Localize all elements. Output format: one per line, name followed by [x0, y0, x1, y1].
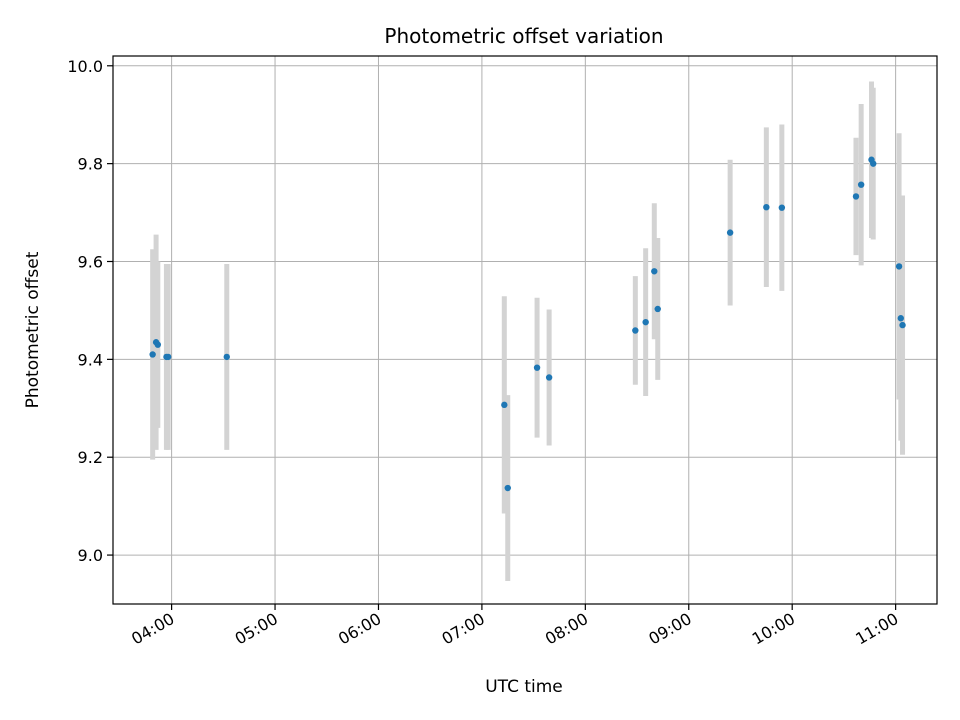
- data-point: [763, 203, 770, 211]
- data-points: [149, 156, 906, 492]
- data-point: [642, 318, 649, 326]
- data-point: [223, 353, 230, 361]
- x-tick-label: 06:00: [335, 609, 384, 649]
- y-tick-label: 9.4: [78, 350, 103, 369]
- data-point: [164, 353, 172, 361]
- data-point: [778, 204, 786, 211]
- chart-title: Photometric offset variation: [384, 24, 663, 48]
- x-tick-label: 08:00: [542, 609, 591, 649]
- y-axis-label: Photometric offset: [23, 251, 43, 408]
- data-point: [852, 193, 860, 200]
- data-point: [632, 327, 639, 334]
- data-point: [899, 321, 906, 329]
- errorbars: [150, 81, 906, 582]
- data-point: [895, 263, 903, 270]
- data-point: [545, 374, 553, 381]
- data-point: [533, 364, 541, 371]
- y-tick-label: 10.0: [67, 57, 103, 76]
- y-tick-label: 9.8: [78, 155, 103, 174]
- data-point: [654, 305, 661, 313]
- data-point: [726, 229, 734, 236]
- x-tick-label: 10:00: [749, 609, 798, 649]
- data-point: [154, 341, 162, 348]
- data-point: [857, 181, 865, 188]
- data-point: [149, 351, 156, 358]
- plot-frame: [112, 55, 938, 605]
- grid: [113, 56, 937, 604]
- x-axis-label: UTC time: [485, 677, 563, 697]
- data-point: [501, 401, 508, 409]
- x-axis: 04:00 05:00 06:00 07:00 08:00 09:00 10:00 11:00: [128, 604, 902, 649]
- y-tick-label: 9.6: [78, 253, 103, 272]
- y-tick-label: 9.0: [78, 546, 103, 565]
- x-tick-label: 11:00: [852, 609, 901, 649]
- x-tick-label: 04:00: [128, 609, 177, 649]
- data-point: [504, 484, 511, 492]
- y-axis: 9.0 9.2 9.4 9.6 9.8 10.0: [67, 57, 113, 565]
- data-point: [870, 160, 877, 167]
- data-point: [897, 315, 904, 322]
- x-tick-label: 07:00: [438, 609, 487, 649]
- x-tick-label: 09:00: [645, 609, 694, 649]
- data-point: [651, 268, 658, 275]
- x-tick-label: 05:00: [232, 609, 281, 649]
- y-tick-label: 9.2: [78, 448, 103, 467]
